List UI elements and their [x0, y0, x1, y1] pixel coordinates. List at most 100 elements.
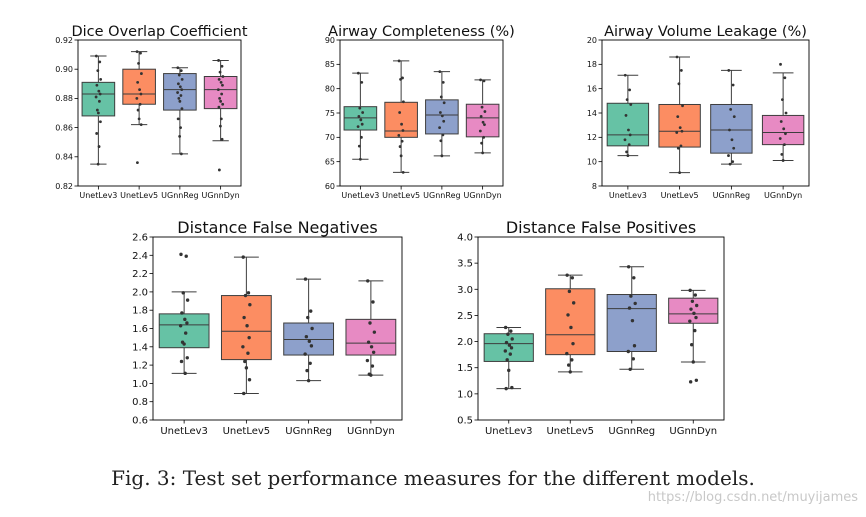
plot-frame: [339, 39, 504, 187]
data-point: [98, 92, 102, 96]
figure-caption: Fig. 3: Test set performance measures fo…: [111, 466, 755, 490]
y-tick-label: 1.5: [457, 363, 473, 374]
data-point: [677, 82, 681, 86]
data-point: [732, 115, 736, 119]
data-point: [96, 111, 100, 115]
data-point: [503, 325, 508, 330]
data-point: [694, 303, 699, 308]
x-tick-label: UnetLev5: [546, 426, 594, 437]
y-tick-label: 65: [325, 157, 335, 166]
x-tick-label: UnetLev5: [223, 426, 271, 437]
data-point: [306, 378, 311, 383]
data-point: [438, 111, 442, 114]
data-point: [676, 115, 680, 119]
data-point: [693, 293, 698, 297]
data-point: [728, 162, 732, 166]
data-point: [217, 105, 221, 109]
data-point: [310, 326, 314, 331]
data-point: [178, 99, 182, 103]
data-point: [507, 368, 511, 373]
data-point: [135, 97, 139, 100]
data-point: [176, 91, 179, 94]
data-point: [245, 324, 249, 328]
x-tick-label: UGnnDyn: [764, 191, 802, 200]
data-point: [676, 146, 680, 150]
y-tick-label: 8: [592, 182, 597, 191]
data-point: [730, 138, 734, 142]
data-point: [217, 59, 220, 62]
data-point: [438, 126, 441, 129]
chart-2: Airway Completeness (%) 60 65 70 75 80 85 90 Une…: [325, 24, 515, 200]
chart-title: Dice Overlap Coefficient: [71, 24, 247, 40]
data-point: [479, 115, 483, 118]
data-point: [632, 344, 637, 348]
data-point: [480, 141, 483, 145]
data-point: [180, 311, 184, 315]
y-tick-label: 80: [325, 84, 335, 93]
data-point: [248, 303, 252, 307]
data-point: [566, 313, 570, 317]
data-point: [95, 132, 99, 135]
data-point: [567, 289, 572, 294]
data-point: [372, 330, 377, 334]
data-point: [99, 120, 102, 124]
data-point: [360, 122, 364, 126]
data-point: [182, 342, 186, 346]
data-point: [439, 139, 443, 143]
data-point: [688, 288, 692, 293]
data-point: [690, 299, 695, 304]
y-tick-label: 1.6: [132, 324, 148, 335]
data-point: [136, 161, 139, 165]
data-point: [627, 143, 631, 147]
data-point: [95, 83, 99, 87]
y-tick-label: 10: [587, 157, 597, 166]
data-point: [482, 135, 486, 139]
data-point: [780, 152, 784, 156]
data-point: [688, 380, 693, 384]
data-point: [626, 265, 631, 269]
data-point: [727, 154, 730, 157]
x-tick-label: UnetLev3: [160, 426, 208, 437]
y-tick-label: 2.0: [132, 287, 148, 298]
data-point: [242, 391, 246, 396]
chart-title: Airway Completeness (%): [328, 24, 515, 40]
data-point: [781, 159, 785, 162]
y-tick-label: 0.82: [55, 182, 73, 191]
data-point: [779, 62, 782, 66]
data-point: [571, 341, 575, 346]
data-point: [569, 325, 573, 330]
data-point: [218, 124, 222, 128]
data-point: [179, 252, 183, 257]
data-point: [368, 321, 372, 325]
data-point: [370, 364, 375, 368]
y-tick-label: 1.4: [132, 342, 148, 353]
box-ugnnreg: [163, 73, 197, 111]
data-point: [180, 107, 184, 111]
data-point: [784, 132, 787, 136]
data-point: [441, 133, 445, 137]
data-point: [782, 127, 786, 131]
data-point: [567, 363, 571, 367]
data-point: [778, 137, 782, 140]
x-tick-label: UGnnDyn: [669, 426, 717, 437]
data-point: [479, 78, 482, 82]
data-point: [629, 103, 633, 106]
plot-frame: [477, 236, 725, 421]
data-point: [183, 317, 187, 322]
box-unetlev3: [483, 333, 534, 362]
data-point: [217, 168, 221, 172]
data-point: [307, 339, 312, 344]
x-tick-label: UnetLev3: [341, 191, 379, 200]
chart-4: Distance False Negatives 0.6 0.8 1.0 1.2 1.4 1…: [132, 218, 403, 437]
data-point: [692, 311, 696, 316]
data-point: [178, 85, 182, 89]
data-point: [179, 126, 182, 129]
data-point: [398, 111, 402, 114]
y-tick-label: 20: [587, 36, 597, 45]
data-point: [96, 69, 100, 73]
data-point: [688, 319, 692, 323]
data-point: [176, 117, 180, 121]
data-point: [219, 99, 223, 103]
data-point: [398, 145, 402, 148]
box-ugnndyn: [345, 318, 397, 356]
